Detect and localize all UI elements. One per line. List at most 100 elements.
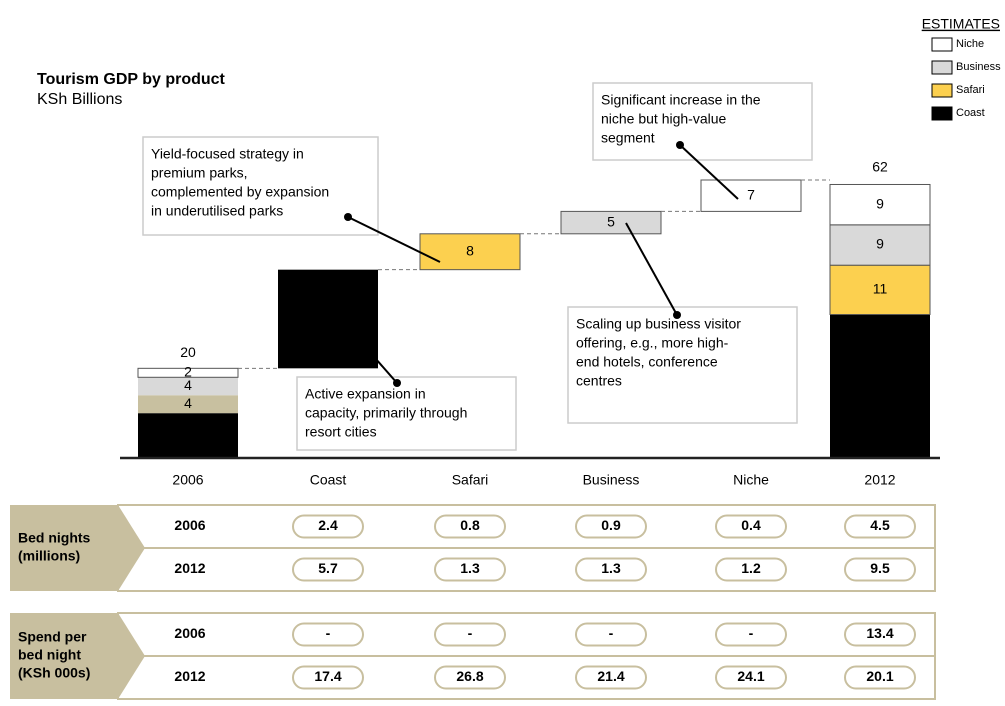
table-value: 1.3 <box>601 560 621 576</box>
table-value: 0.4 <box>741 517 761 533</box>
end-segment <box>829 264 931 316</box>
legend-label: Business <box>956 61 1001 73</box>
legend-title: ESTIMATES <box>922 16 1000 32</box>
annotation-text: capacity, primarily through <box>305 405 467 421</box>
table-value: 20.1 <box>866 668 893 684</box>
end-segment-label: 9 <box>876 236 884 252</box>
start-segment <box>138 395 238 414</box>
legend-swatch <box>931 83 953 98</box>
step-bar <box>419 233 521 271</box>
table-value: 0.9 <box>601 517 621 533</box>
table-value: - <box>609 625 614 641</box>
group-label: (millions) <box>18 548 80 564</box>
value-pill <box>715 514 787 539</box>
step-bar <box>560 210 662 235</box>
table-value: 21.4 <box>597 668 624 684</box>
value-pill <box>434 622 506 647</box>
table-value: - <box>468 625 473 641</box>
value-pill <box>844 665 916 690</box>
value-pill <box>434 557 506 582</box>
value-pill <box>715 665 787 690</box>
start-segment-label: 10 <box>180 426 196 442</box>
value-pill <box>575 514 647 539</box>
end-segment <box>829 183 931 226</box>
annotation-text: resort cities <box>305 424 377 440</box>
end-segment <box>830 314 930 458</box>
group-label: Spend per <box>18 629 87 645</box>
annotation-box <box>142 136 379 236</box>
table-value: 2.4 <box>318 517 338 533</box>
table-value: 4.5 <box>870 517 890 533</box>
category-label: 2006 <box>172 472 203 488</box>
group-header <box>10 613 145 699</box>
table-value: 1.3 <box>460 560 480 576</box>
category-label: Niche <box>733 472 769 488</box>
step-label: 7 <box>747 186 755 202</box>
table-value: 0.8 <box>460 517 480 533</box>
value-pill <box>715 622 787 647</box>
table-value: 9.5 <box>870 560 890 576</box>
category-label: 2012 <box>864 472 895 488</box>
start-segment <box>137 367 239 378</box>
annotation-text: end hotels, conference <box>576 354 718 370</box>
table-value: 24.1 <box>737 668 764 684</box>
value-pill <box>292 665 364 690</box>
annotation-text: premium parks, <box>151 165 247 181</box>
end-total: 62 <box>872 159 888 175</box>
annotation-text: offering, e.g., more high- <box>576 335 729 351</box>
table-value: - <box>326 625 331 641</box>
row-year: 2012 <box>174 560 205 576</box>
legend-label: Safari <box>956 84 985 96</box>
step-label: 22 <box>320 310 336 326</box>
row-year: 2012 <box>174 668 205 684</box>
value-pill <box>575 622 647 647</box>
value-pill <box>844 622 916 647</box>
value-pill <box>292 622 364 647</box>
leader-line <box>367 349 398 384</box>
value-pill <box>292 514 364 539</box>
annotation-text: niche but high-value <box>601 111 727 127</box>
table-value: 26.8 <box>456 668 483 684</box>
step-bar <box>278 269 378 369</box>
value-pill <box>434 514 506 539</box>
end-segment-label: 32 <box>872 377 888 393</box>
value-pill <box>292 557 364 582</box>
end-segment-label: 11 <box>873 281 888 297</box>
start-segment-label: 4 <box>184 395 192 411</box>
step-label: 8 <box>466 242 474 258</box>
start-total: 20 <box>180 344 196 360</box>
row-year: 2006 <box>174 517 205 533</box>
leader-dot <box>676 141 684 149</box>
end-segment-label: 9 <box>876 195 884 211</box>
legend-swatch <box>931 60 953 75</box>
value-pill <box>575 557 647 582</box>
annotation-text: complemented by expansion <box>151 184 329 200</box>
start-segment-label: 4 <box>184 377 192 393</box>
legend-label: Niche <box>956 38 984 50</box>
legend-label: Coast <box>956 107 985 119</box>
value-pill <box>844 557 916 582</box>
step-bar <box>700 179 802 212</box>
legend-swatch <box>931 106 953 121</box>
annotation-box <box>567 306 798 424</box>
annotation-box <box>296 376 517 451</box>
step-label: 5 <box>607 213 615 229</box>
start-segment <box>138 377 238 396</box>
group-label: Bed nights <box>18 530 91 546</box>
leader-line <box>679 144 739 200</box>
annotation-text: segment <box>601 130 655 146</box>
start-segment <box>138 413 238 458</box>
table-value: 1.2 <box>741 560 761 576</box>
chart-title: Tourism GDP by product <box>37 71 226 88</box>
table-value: 5.7 <box>318 560 338 576</box>
group-label: bed night <box>18 647 81 663</box>
leader-dot <box>673 311 681 319</box>
value-pill <box>434 665 506 690</box>
value-pill <box>715 557 787 582</box>
value-pill <box>844 514 916 539</box>
row-year: 2006 <box>174 625 205 641</box>
table-value: - <box>749 625 754 641</box>
group-header <box>10 505 145 591</box>
annotation-text: Active expansion in <box>305 386 426 402</box>
